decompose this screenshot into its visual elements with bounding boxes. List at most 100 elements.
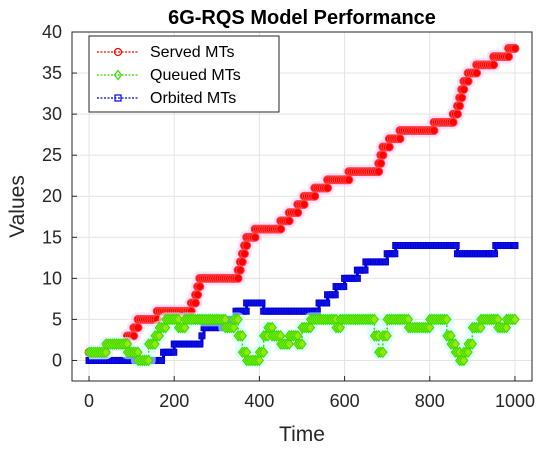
x-tick-label: 1000 (495, 391, 535, 411)
queued-marker (161, 321, 171, 334)
queued-marker (259, 346, 269, 359)
queued-marker (369, 313, 380, 326)
legend: Served MTs Queued MTs Orbited MTs (88, 35, 280, 113)
served-marker (310, 191, 320, 201)
orbited-marker (242, 307, 250, 315)
served-marker (242, 241, 252, 251)
queued-marker (382, 330, 392, 342)
series-layer (84, 41, 520, 368)
chart-title: 6G-RQS Model Performance (168, 7, 436, 29)
orbited-marker (491, 250, 499, 258)
orbited-marker (157, 356, 165, 364)
served-marker (193, 290, 203, 300)
orbited-marker (198, 332, 206, 340)
queued-marker (297, 338, 307, 350)
served-marker (133, 323, 143, 333)
y-tick-label: 25 (42, 145, 62, 165)
orbited-marker (258, 299, 266, 307)
served-marker (191, 298, 201, 308)
served-marker (344, 175, 354, 185)
served-marker (448, 117, 458, 127)
served-marker (510, 43, 520, 53)
y-axis-label: Values (6, 175, 29, 238)
x-tick-label: 200 (159, 391, 189, 411)
y-tick-label: 20 (42, 186, 62, 206)
legend-marker (114, 94, 122, 102)
queued-marker (425, 321, 435, 334)
queued-marker (335, 321, 345, 334)
served-marker (195, 282, 205, 292)
y-tick-label: 10 (42, 268, 62, 288)
queued-marker (237, 330, 248, 342)
orbited-marker (196, 340, 204, 348)
x-tick-label: 400 (244, 391, 274, 411)
y-tick-label: 5 (52, 309, 62, 329)
served-marker (459, 84, 469, 94)
plot-frame (71, 31, 533, 382)
served-marker (374, 167, 384, 177)
served-marker (395, 134, 405, 144)
queued-marker (476, 321, 486, 334)
orbited-marker (323, 299, 331, 307)
legend-entry: Served MTs (97, 44, 234, 61)
orbited-marker (452, 242, 460, 250)
y-tick-label: 30 (42, 104, 62, 124)
served-marker (384, 142, 394, 152)
axis-ticks: 0 200 400 600 800 1000 0 5 10 15 20 25 30 35 40 (42, 22, 535, 411)
queued-marker (442, 313, 452, 326)
served-marker (463, 76, 473, 86)
legend-label: Served MTs (150, 44, 234, 61)
x-axis-label: Time (279, 423, 325, 446)
served-marker (323, 183, 333, 193)
queued-marker (501, 321, 512, 334)
orbited-marker (381, 258, 389, 266)
queued-marker (510, 313, 520, 326)
served-marker (237, 257, 247, 267)
series-line (89, 244, 515, 362)
served-marker (504, 52, 514, 62)
y-tick-label: 0 (52, 350, 62, 370)
orbited-marker (170, 348, 178, 356)
served-marker (376, 158, 386, 168)
queued-marker (459, 354, 469, 367)
series-orbited-mts (85, 242, 519, 364)
orbited-marker (340, 283, 348, 291)
x-tick-label: 600 (330, 391, 360, 411)
served-marker (429, 126, 439, 136)
served-marker (233, 273, 243, 283)
queued-marker (467, 338, 478, 350)
legend-label: Queued MTs (150, 67, 241, 84)
legend-marker (113, 69, 123, 81)
served-marker (452, 109, 462, 119)
served-marker (284, 216, 294, 226)
served-marker (472, 68, 482, 78)
orbited-marker (391, 250, 399, 258)
series-queued-mts (84, 312, 520, 368)
orbited-marker (331, 291, 339, 299)
queued-marker (378, 346, 388, 359)
legend-entry: Queued MTs (97, 67, 241, 84)
served-marker (455, 101, 465, 111)
queued-marker (101, 346, 111, 359)
served-marker (235, 265, 245, 275)
queued-marker (284, 338, 294, 350)
served-marker (250, 232, 260, 242)
queued-marker (144, 354, 154, 367)
y-tick-label: 40 (42, 22, 62, 42)
served-marker (378, 150, 388, 160)
legend-entry: Orbited MTs (97, 90, 236, 107)
served-marker (276, 224, 286, 234)
x-tick-label: 0 (84, 391, 94, 411)
served-marker (293, 208, 303, 218)
legend-marker (113, 47, 123, 57)
queued-marker (180, 321, 190, 334)
queued-marker (463, 346, 473, 359)
queued-marker (154, 330, 164, 342)
queued-marker (229, 321, 239, 334)
queued-marker (305, 321, 316, 334)
legend-label: Orbited MTs (150, 90, 236, 107)
y-tick-label: 15 (42, 227, 62, 247)
served-marker (240, 249, 249, 259)
orbited-marker (361, 266, 369, 274)
